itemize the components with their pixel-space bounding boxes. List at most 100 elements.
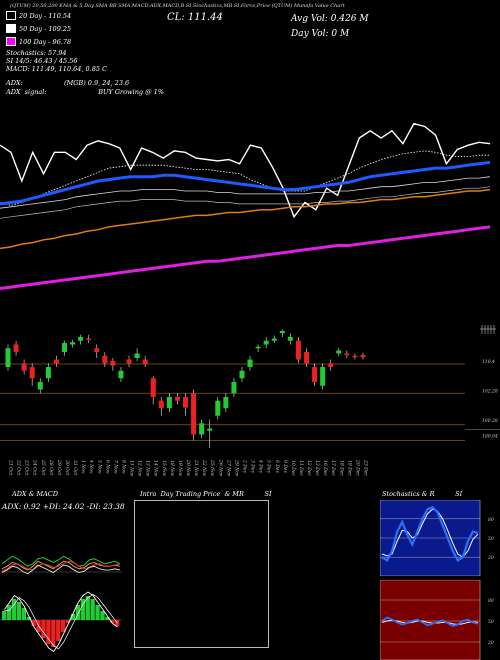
legend-50-day: 50 Day - 109.25	[6, 24, 71, 33]
adx-signal-readout: ADX signal: BUY Growing @ 1%	[6, 88, 164, 96]
candle-body	[207, 428, 213, 431]
date-tick-label: 3 Dec	[250, 460, 256, 474]
date-tick-label: 13 Dec	[314, 460, 320, 476]
macd-bar	[61, 620, 66, 632]
legend-20-day-swatch	[6, 11, 16, 20]
date-tick-label: 29 Oct	[56, 459, 62, 475]
stoch-tick-label: 80	[488, 517, 494, 523]
adx-series-adx	[1, 560, 121, 571]
macd-bar	[110, 620, 115, 623]
candle-body	[166, 397, 172, 409]
date-tick-label: 18 Dec	[338, 460, 344, 476]
adx-series-di	[1, 560, 121, 572]
intra-day-panel	[134, 500, 269, 648]
date-tick-label: 2 Dec	[241, 459, 247, 474]
date-tick-label: 12 Dec	[306, 460, 312, 476]
candle-body	[304, 352, 310, 364]
candle-body	[78, 337, 84, 341]
band-lower-line	[0, 186, 491, 219]
date-tick-label: 17 Dec	[330, 460, 336, 476]
date-tick-label: 7 Nov	[112, 460, 118, 474]
series-ema	[0, 176, 491, 209]
candle-body	[183, 397, 188, 408]
date-tick-label: 12 Nov	[137, 460, 143, 477]
candle-body	[199, 423, 205, 435]
macd-bar	[21, 608, 26, 620]
candle-body	[312, 367, 318, 382]
candle-body	[320, 367, 326, 386]
si-readout: SI 14/5: 46.43 / 45.56	[6, 57, 78, 65]
date-tick-label: 23 Dec	[363, 459, 369, 476]
date-tick-label: 23 Oct	[24, 459, 30, 475]
date-tick-label: 1 Nov	[80, 460, 86, 474]
date-tick-label: 20 Nov	[185, 459, 191, 477]
series-100-day	[0, 188, 491, 250]
candle-body	[158, 400, 164, 409]
series-200-day	[0, 225, 491, 290]
candle-body	[239, 370, 245, 379]
level-label: 100.04	[482, 434, 498, 440]
macd-bar	[16, 602, 22, 620]
adx-series-di	[1, 555, 121, 567]
date-tick-label: 5 Nov	[96, 460, 102, 474]
stoch-rsi-title: Stochastics & R SI	[382, 490, 463, 498]
rsi-tick-label: 80	[488, 598, 494, 604]
candle-body	[174, 397, 180, 401]
date-tick-label: 20 Dec	[354, 459, 360, 476]
candle-body	[255, 346, 261, 349]
legend-20-day-label: 20 Day - 110.54	[19, 11, 72, 20]
candlestick-chart: 110.4 102.28 100.28 100.04 21 Oct 22 Oct 23 Oc…	[0, 325, 500, 477]
candle-body	[29, 367, 35, 379]
adx-readout: ADX: (MGB) 0.9, 24, 23.6	[6, 79, 130, 87]
candle-body	[360, 355, 366, 358]
candle-body	[61, 343, 67, 352]
legend-100-day: 100 Day - 96.78	[6, 37, 71, 46]
legend-100-day-swatch	[6, 37, 16, 46]
macd-panel	[0, 591, 122, 653]
candle-body	[287, 337, 293, 341]
date-tick-label: 16 Dec	[322, 460, 328, 476]
date-tick-label: 14 Nov	[153, 460, 159, 477]
date-tick-label: 15 Nov	[161, 460, 167, 477]
date-tick-label: 19 Dec	[346, 460, 352, 476]
candle-body	[102, 355, 108, 364]
candle-body	[45, 367, 51, 379]
macd-readout: MACD: 111.49, 110.64, 0.85 C	[6, 65, 108, 73]
date-tick-label: 13 Nov	[145, 460, 151, 477]
date-tick-label: 9 Dec	[282, 460, 288, 474]
stoch-tick-label: 20	[487, 555, 494, 561]
close-label: CL: 111.44	[167, 12, 223, 23]
macd-line	[4, 591, 118, 653]
legend-50-day-swatch	[6, 24, 16, 33]
date-tick-label: 21 Nov	[193, 459, 199, 477]
intra-day-title: Intra Day Trading Price & MR SI	[140, 490, 272, 498]
rsi-frame	[380, 580, 481, 660]
candle-body	[37, 382, 43, 390]
date-tick-label: 8 Nov	[120, 460, 126, 474]
price-ma-chart	[0, 122, 491, 290]
date-tick-label: 28 Oct	[48, 459, 54, 475]
candle-body	[295, 340, 301, 360]
day-vol-label: Day Vol: 0 M	[291, 29, 350, 39]
date-tick-label: 25 Nov	[209, 459, 215, 477]
macd-bar	[46, 620, 51, 644]
macd-bar	[80, 599, 85, 620]
level-label: 110.4	[482, 359, 495, 365]
level-label: 100.28	[482, 418, 498, 424]
macd-bar	[85, 596, 90, 620]
rsi-signal-line	[381, 619, 479, 625]
macd-signal-line	[4, 593, 118, 650]
date-tick-label: 5 Dec	[266, 460, 272, 474]
date-tick-label: 11 Nov	[129, 460, 135, 477]
candle-body	[263, 340, 269, 345]
candle-body	[231, 382, 237, 394]
candle-body	[191, 393, 197, 435]
macd-bar	[70, 614, 76, 620]
candle-body	[142, 359, 148, 364]
macd-bar	[26, 617, 31, 620]
macd-bar	[51, 620, 56, 647]
stoch-frame	[380, 500, 481, 576]
stoch-line	[381, 506, 479, 562]
candle-body	[134, 353, 140, 358]
adx-panel	[0, 555, 122, 575]
